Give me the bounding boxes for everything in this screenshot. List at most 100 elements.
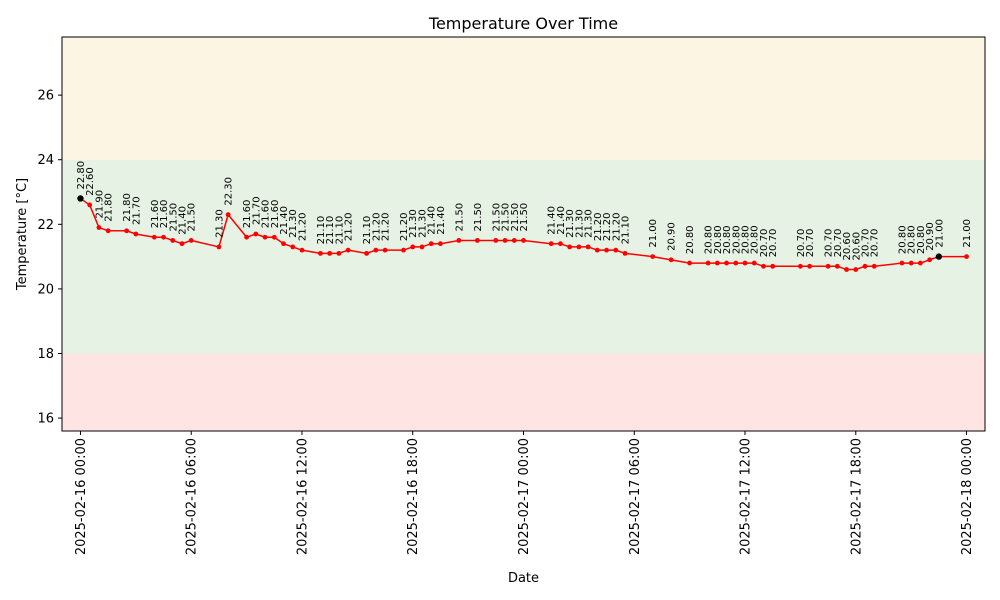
data-point <box>558 241 563 247</box>
data-label: 21.40 <box>556 206 567 235</box>
data-point <box>87 202 93 208</box>
series-temperature <box>77 195 969 272</box>
data-label: 21.30 <box>214 209 225 238</box>
data-label: 20.70 <box>759 229 770 258</box>
data-label: 22.60 <box>85 167 96 196</box>
data-point <box>604 247 609 253</box>
data-label: 20.80 <box>750 225 761 254</box>
data-point <box>244 234 250 240</box>
threshold-bands <box>62 37 985 431</box>
y-tick-label: 18 <box>37 347 54 362</box>
y-tick-label: 24 <box>37 153 54 168</box>
data-point <box>327 250 333 256</box>
data-point <box>733 260 739 266</box>
data-label: 20.70 <box>796 229 807 258</box>
data-label: 20.80 <box>907 225 918 254</box>
data-label: 21.40 <box>279 206 290 235</box>
data-label: 20.70 <box>824 229 835 258</box>
data-label: 20.80 <box>731 225 742 254</box>
data-label: 21.20 <box>297 213 308 242</box>
data-point <box>96 225 102 230</box>
data-label: 21.60 <box>159 200 170 229</box>
data-label: 21.60 <box>150 200 161 229</box>
data-point <box>382 247 388 253</box>
data-label: 21.60 <box>261 200 272 229</box>
series-line <box>80 197 967 271</box>
x-tick-label: 2025-02-16 12:00 <box>295 438 310 555</box>
data-label: 21.50 <box>187 203 198 232</box>
x-tick-label: 2025-02-18 00:00 <box>960 438 975 555</box>
highlight-point <box>935 253 943 260</box>
data-point <box>493 238 499 243</box>
data-point <box>474 238 480 243</box>
data-label: 21.40 <box>427 206 438 235</box>
data-point <box>594 247 600 253</box>
data-label: 21.10 <box>325 216 336 245</box>
data-label: 21.40 <box>547 206 558 235</box>
data-point <box>428 241 434 247</box>
data-point <box>613 247 619 253</box>
data-point <box>281 241 286 247</box>
data-label: 21.50 <box>491 203 502 232</box>
data-point <box>225 212 231 218</box>
data-point <box>807 263 813 269</box>
data-label: 20.70 <box>861 229 872 258</box>
data-point <box>133 231 139 237</box>
data-point <box>714 260 720 266</box>
data-point <box>345 247 351 253</box>
data-label: 20.70 <box>768 229 779 258</box>
data-label: 20.60 <box>851 232 862 261</box>
data-point <box>705 260 711 266</box>
data-label: 20.60 <box>842 232 853 261</box>
data-label: 21.20 <box>371 213 382 242</box>
x-tick-label: 2025-02-16 18:00 <box>406 438 421 555</box>
data-label: 21.80 <box>122 193 133 222</box>
data-point <box>742 260 748 266</box>
data-label: 21.70 <box>251 196 262 225</box>
chart-title: Temperature Over Time <box>428 14 618 33</box>
data-point <box>853 267 859 272</box>
data-point <box>825 263 831 269</box>
data-point <box>567 244 573 250</box>
data-point <box>179 241 185 247</box>
data-point <box>724 260 729 266</box>
y-tick-label: 20 <box>37 282 54 297</box>
data-point <box>770 263 776 269</box>
data-point <box>502 238 508 243</box>
data-label: 21.10 <box>621 216 632 245</box>
data-point <box>751 260 757 266</box>
plot-frame <box>61 36 986 432</box>
data-point <box>419 244 425 250</box>
data-label: 20.80 <box>897 225 908 254</box>
data-label: 20.70 <box>833 229 844 258</box>
band-1 <box>62 159 985 354</box>
data-label: 20.70 <box>870 229 881 258</box>
data-point <box>576 244 582 250</box>
x-tick-label: 2025-02-17 18:00 <box>849 438 864 555</box>
data-label: 21.20 <box>399 213 410 242</box>
x-tick-label: 2025-02-17 00:00 <box>517 438 532 555</box>
data-point <box>521 238 526 243</box>
data-point <box>299 247 305 253</box>
data-point <box>548 241 554 247</box>
data-point <box>761 263 766 269</box>
data-label: 21.60 <box>242 200 253 229</box>
band-0 <box>62 353 985 431</box>
data-label: 20.80 <box>916 225 927 254</box>
data-label: 21.10 <box>334 216 345 245</box>
data-point <box>318 250 323 256</box>
y-tick-label: 16 <box>37 412 54 427</box>
data-label: 21.60 <box>270 200 281 229</box>
data-label: 20.80 <box>704 225 715 254</box>
data-point <box>585 244 591 250</box>
data-label: 20.90 <box>925 222 936 251</box>
data-point <box>456 238 462 243</box>
y-axis-ticks: 16 18 20 22 24 26 <box>37 89 62 427</box>
data-point <box>271 234 277 240</box>
data-label: 21.50 <box>454 203 465 232</box>
data-label: 21.40 <box>177 206 188 235</box>
x-tick-label: 2025-02-17 06:00 <box>628 438 643 555</box>
data-point <box>927 257 933 263</box>
data-point <box>438 241 443 247</box>
